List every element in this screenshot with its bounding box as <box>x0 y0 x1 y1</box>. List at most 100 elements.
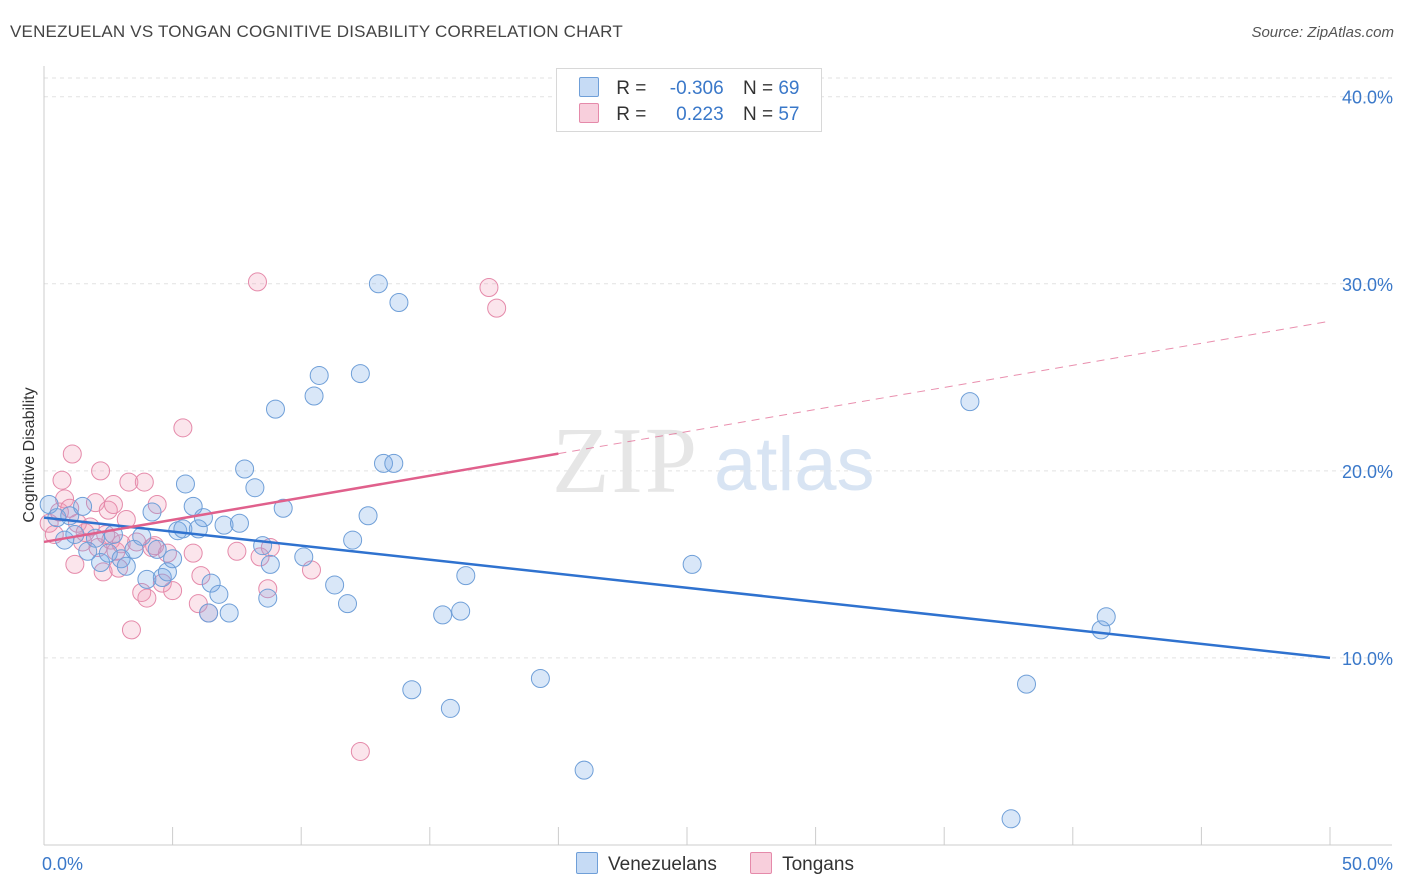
tongans-trend-line-extension <box>558 320 1331 455</box>
legend-n-label: N = <box>742 104 774 125</box>
watermark-zip: ZIP <box>552 409 699 513</box>
legend-row-tongans: R = 0.223 N = 57 <box>579 103 799 126</box>
legend-n-value: 57 <box>778 104 800 125</box>
axes <box>43 66 1392 846</box>
y-tick-label: 30.0% <box>1342 275 1393 295</box>
tongan-point <box>137 588 157 608</box>
venezuelan-point <box>389 292 409 312</box>
venezuelan-point <box>960 392 980 412</box>
venezuelan-point <box>358 506 378 526</box>
legend-item-venezuelans: Venezuelans <box>576 852 722 875</box>
legend-item-tongans: Tongans <box>750 852 854 875</box>
legend-r-label: R = <box>616 78 647 99</box>
venezuelans-legend-swatch <box>576 852 598 874</box>
tongans-trend-line <box>43 452 559 544</box>
tongan-point <box>487 298 507 318</box>
venezuelan-point <box>116 556 136 576</box>
venezuelan-point <box>253 536 273 556</box>
tongan-point <box>183 543 203 563</box>
tongan-point <box>247 272 267 292</box>
y-tick-label: 10.0% <box>1342 649 1393 669</box>
tongans-swatch <box>579 103 599 123</box>
venezuelan-point <box>214 515 234 535</box>
venezuelan-point <box>175 474 195 494</box>
tongan-point <box>152 573 172 593</box>
venezuelan-point <box>193 508 213 528</box>
tongan-point <box>62 444 82 464</box>
venezuelan-point <box>273 498 293 518</box>
source-label: Source: ZipAtlas.com <box>1251 24 1394 41</box>
legend-n-value: 69 <box>778 78 800 99</box>
venezuelan-point <box>73 496 93 516</box>
x-tick-label: 0.0% <box>42 854 83 874</box>
venezuelan-point <box>1017 674 1037 694</box>
tongan-point <box>479 278 499 298</box>
tick-labels: 10.0% 20.0% 30.0% 40.0% 0.0% 50.0% <box>42 88 1393 874</box>
legend-tongans-label: Tongans <box>782 854 854 875</box>
tongan-point <box>98 500 118 520</box>
venezuelan-point <box>235 459 255 479</box>
venezuelan-point <box>530 669 550 689</box>
tongan-point <box>65 554 85 574</box>
venezuelan-point <box>209 584 229 604</box>
tongan-point <box>134 472 154 492</box>
tongan-point <box>121 620 141 640</box>
venezuelan-point <box>199 603 219 623</box>
correlation-legend: R = -0.306 N = 69 R = 0.223 N = 57 <box>556 68 822 132</box>
venezuelan-point <box>374 453 394 473</box>
venezuelan-point <box>451 601 471 621</box>
venezuelan-point <box>147 539 167 559</box>
tongans-points <box>39 272 507 761</box>
legend-n-label: N = <box>742 78 774 99</box>
venezuelan-point <box>456 566 476 586</box>
venezuelan-point <box>98 543 118 563</box>
y-axis-label: Cognitive Disability <box>21 387 38 522</box>
venezuelan-point <box>309 365 329 385</box>
venezuelan-point <box>294 547 314 567</box>
tongan-point <box>157 543 177 563</box>
venezuelan-point <box>260 554 280 574</box>
y-tick-label: 40.0% <box>1342 88 1393 108</box>
tongan-point <box>119 472 139 492</box>
legend-r-value: -0.306 <box>669 78 724 99</box>
venezuelan-point <box>152 567 172 587</box>
venezuelan-point <box>265 399 285 419</box>
venezuelans-swatch <box>579 77 599 97</box>
venezuelan-point <box>245 478 265 498</box>
venezuelan-point <box>142 502 162 522</box>
venezuelan-point <box>163 549 183 569</box>
tongan-point <box>191 566 211 586</box>
venezuelan-point <box>440 698 460 718</box>
legend-row-venezuelans: R = -0.306 N = 69 <box>579 77 799 100</box>
venezuelan-point <box>350 364 370 384</box>
venezuelan-point <box>325 575 345 595</box>
venezuelans-trend-line <box>43 516 1331 660</box>
grid-lines <box>44 77 1392 659</box>
venezuelan-point <box>229 513 249 533</box>
venezuelan-point <box>384 453 404 473</box>
venezuelan-point <box>219 603 239 623</box>
legend-r-value: 0.223 <box>670 104 724 125</box>
venezuelan-point <box>258 588 278 608</box>
tongan-point <box>173 418 193 438</box>
series-legend: Venezuelans Tongans <box>576 852 882 876</box>
tongan-point <box>350 741 370 761</box>
venezuelan-point <box>574 760 594 780</box>
legend-r-label: R = <box>616 104 647 125</box>
venezuelan-point <box>682 554 702 574</box>
venezuelan-point <box>343 530 363 550</box>
trend-lines <box>43 320 1331 660</box>
venezuelan-point <box>1096 607 1116 627</box>
venezuelan-point <box>402 680 422 700</box>
tongan-point <box>163 581 183 601</box>
venezuelans-points <box>39 274 1116 829</box>
venezuelan-point <box>1001 809 1021 829</box>
tongans-legend-swatch <box>750 852 773 874</box>
watermark: ZIP atlas <box>552 409 875 513</box>
venezuelan-point <box>201 573 221 593</box>
venezuelan-point <box>304 386 324 406</box>
x-tick-label: 50.0% <box>1342 854 1393 874</box>
watermark-atlas: atlas <box>714 422 875 507</box>
chart-title: VENEZUELAN VS TONGAN COGNITIVE DISABILIT… <box>10 22 623 41</box>
